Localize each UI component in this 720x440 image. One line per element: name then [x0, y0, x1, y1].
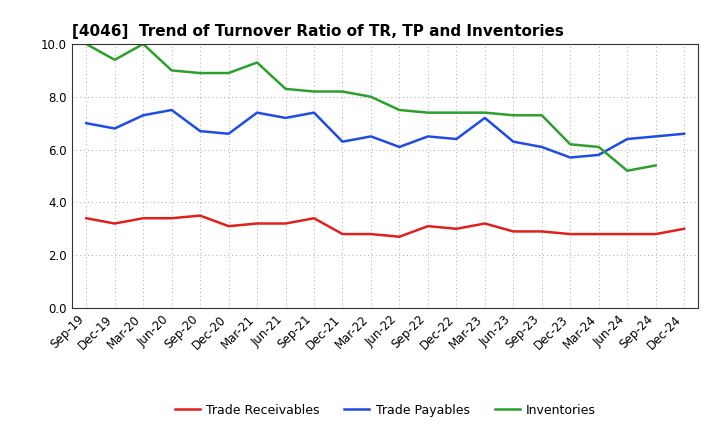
Inventories	[110, 57, 119, 62]
Trade Receivables	[253, 221, 261, 226]
Trade Payables	[338, 139, 347, 144]
Trade Payables	[537, 144, 546, 150]
Inventories	[566, 142, 575, 147]
Trade Payables	[652, 134, 660, 139]
Inventories	[395, 107, 404, 113]
Inventories	[253, 60, 261, 65]
Trade Receivables	[509, 229, 518, 234]
Line: Trade Receivables: Trade Receivables	[86, 216, 684, 237]
Trade Receivables	[652, 231, 660, 237]
Trade Receivables	[566, 231, 575, 237]
Inventories	[310, 89, 318, 94]
Trade Payables	[196, 128, 204, 134]
Inventories	[537, 113, 546, 118]
Trade Receivables	[338, 231, 347, 237]
Trade Receivables	[595, 231, 603, 237]
Trade Payables	[366, 134, 375, 139]
Line: Trade Payables: Trade Payables	[86, 110, 684, 158]
Trade Receivables	[366, 231, 375, 237]
Trade Payables	[110, 126, 119, 131]
Trade Receivables	[310, 216, 318, 221]
Trade Receivables	[196, 213, 204, 218]
Inventories	[509, 113, 518, 118]
Trade Payables	[480, 115, 489, 121]
Trade Payables	[253, 110, 261, 115]
Trade Receivables	[82, 216, 91, 221]
Trade Payables	[423, 134, 432, 139]
Trade Payables	[310, 110, 318, 115]
Inventories	[282, 86, 290, 92]
Trade Payables	[566, 155, 575, 160]
Trade Receivables	[537, 229, 546, 234]
Trade Receivables	[680, 226, 688, 231]
Inventories	[652, 163, 660, 168]
Line: Inventories: Inventories	[86, 44, 656, 171]
Trade Receivables	[623, 231, 631, 237]
Trade Receivables	[423, 224, 432, 229]
Legend: Trade Receivables, Trade Payables, Inventories: Trade Receivables, Trade Payables, Inven…	[170, 399, 600, 422]
Inventories	[338, 89, 347, 94]
Inventories	[82, 41, 91, 47]
Trade Payables	[595, 152, 603, 158]
Trade Receivables	[395, 234, 404, 239]
Trade Payables	[623, 136, 631, 142]
Inventories	[623, 168, 631, 173]
Inventories	[423, 110, 432, 115]
Inventories	[196, 70, 204, 76]
Inventories	[452, 110, 461, 115]
Inventories	[480, 110, 489, 115]
Trade Receivables	[452, 226, 461, 231]
Trade Payables	[395, 144, 404, 150]
Trade Payables	[680, 131, 688, 136]
Trade Receivables	[480, 221, 489, 226]
Trade Receivables	[282, 221, 290, 226]
Trade Payables	[139, 113, 148, 118]
Inventories	[595, 144, 603, 150]
Trade Receivables	[110, 221, 119, 226]
Trade Receivables	[139, 216, 148, 221]
Trade Payables	[509, 139, 518, 144]
Inventories	[225, 70, 233, 76]
Trade Payables	[82, 121, 91, 126]
Inventories	[366, 94, 375, 99]
Trade Payables	[225, 131, 233, 136]
Trade Receivables	[225, 224, 233, 229]
Inventories	[139, 41, 148, 47]
Trade Payables	[167, 107, 176, 113]
Inventories	[167, 68, 176, 73]
Trade Receivables	[167, 216, 176, 221]
Trade Payables	[282, 115, 290, 121]
Text: [4046]  Trend of Turnover Ratio of TR, TP and Inventories: [4046] Trend of Turnover Ratio of TR, TP…	[72, 24, 564, 39]
Trade Payables	[452, 136, 461, 142]
